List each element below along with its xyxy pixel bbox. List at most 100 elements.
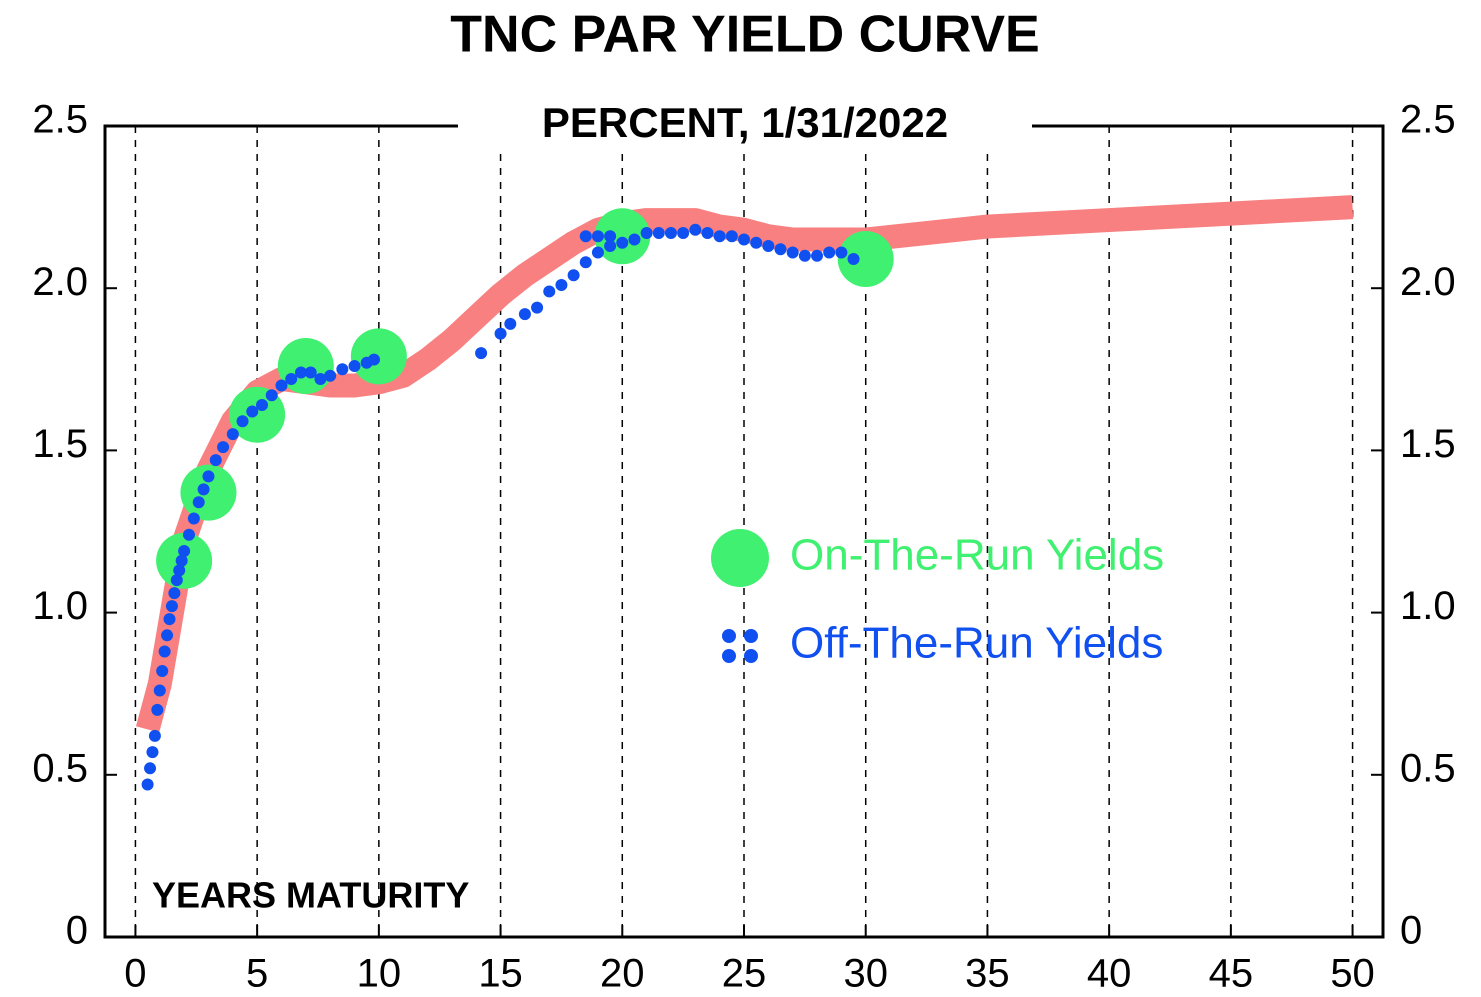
point [713, 230, 726, 243]
point [165, 600, 178, 613]
point [677, 227, 690, 240]
point [750, 236, 763, 249]
y2-tick-label: 1.5 [1400, 422, 1456, 466]
chart-subtitle: PERCENT, 1/31/2022 [542, 99, 948, 146]
point [178, 544, 191, 557]
x-tick-label: 50 [1330, 952, 1375, 996]
point [197, 483, 210, 496]
point [314, 373, 327, 386]
x-tick-label: 35 [965, 952, 1010, 996]
point [616, 236, 629, 249]
point [604, 240, 617, 253]
point [579, 230, 592, 243]
point [543, 285, 556, 298]
point [141, 778, 154, 791]
x-tick-label: 5 [246, 952, 268, 996]
point [168, 587, 181, 600]
x-tick-label: 10 [357, 952, 402, 996]
point [173, 564, 186, 577]
point [640, 227, 653, 240]
x-tick-label: 0 [124, 952, 146, 996]
point [153, 684, 166, 697]
x-tick-label: 25 [722, 952, 767, 996]
point [664, 227, 677, 240]
point [304, 366, 317, 379]
point [226, 428, 239, 441]
y-tick-label: 1.5 [32, 422, 88, 466]
point [187, 512, 200, 525]
point [156, 664, 169, 677]
point [823, 246, 836, 259]
fitted-curve [136, 195, 1354, 733]
marks [136, 195, 1354, 791]
point [158, 645, 171, 658]
point [604, 230, 617, 243]
point [591, 230, 604, 243]
x-tick-label: 20 [600, 952, 645, 996]
point [148, 729, 161, 742]
legend-marker [711, 529, 769, 587]
y-tick-label: 2.0 [32, 260, 88, 304]
point [837, 231, 894, 288]
subtitle-background [458, 100, 1032, 152]
chart-title: TNC PAR YIELD CURVE [450, 6, 1039, 64]
point [202, 470, 215, 483]
point [798, 249, 811, 262]
point [518, 308, 531, 321]
y2-tick-label: 2.0 [1400, 260, 1456, 304]
y2-tick-label: 0 [1400, 909, 1422, 953]
point [236, 415, 249, 428]
point [494, 327, 507, 340]
y-tick-label: 2.5 [32, 98, 88, 142]
point [146, 746, 159, 759]
point [265, 389, 278, 402]
point [725, 230, 738, 243]
legend-label: Off-The-Run Yields [790, 619, 1163, 668]
legend-marker [744, 649, 758, 663]
point [275, 379, 288, 392]
y-tick-label: 1.0 [32, 584, 88, 628]
point [628, 233, 641, 246]
point [847, 253, 860, 266]
point [151, 703, 164, 716]
point [336, 363, 349, 376]
point [689, 223, 702, 236]
point [217, 441, 230, 454]
point [285, 373, 298, 386]
point [738, 233, 750, 246]
y2-tick-label: 1.0 [1400, 584, 1456, 628]
point [175, 554, 188, 567]
point [786, 246, 799, 259]
point [170, 574, 183, 587]
point [294, 366, 307, 379]
point [774, 243, 787, 256]
x-tick-label: 30 [843, 952, 888, 996]
y2-tick-label: 0.5 [1400, 746, 1456, 790]
x-tick-label: 40 [1087, 952, 1132, 996]
legend-marker [722, 649, 736, 663]
point [531, 301, 544, 314]
grid [134, 126, 1354, 937]
x-tick-label: 45 [1209, 952, 1254, 996]
point [161, 629, 174, 642]
point [324, 369, 337, 382]
point [209, 454, 222, 467]
point [811, 249, 824, 262]
point [192, 496, 205, 509]
point [555, 278, 568, 291]
point [367, 353, 380, 366]
point [246, 405, 259, 418]
point [762, 240, 775, 253]
point [182, 528, 195, 541]
point [163, 613, 176, 626]
point [835, 246, 848, 259]
x-axis-label: YEARS MATURITY [152, 875, 469, 916]
point [652, 227, 665, 240]
point [504, 317, 517, 330]
y-tick-label: 0 [66, 909, 88, 953]
y2-tick-label: 2.5 [1400, 98, 1456, 142]
point [144, 762, 157, 775]
point [579, 256, 592, 269]
legend-label: On-The-Run Yields [790, 531, 1164, 580]
